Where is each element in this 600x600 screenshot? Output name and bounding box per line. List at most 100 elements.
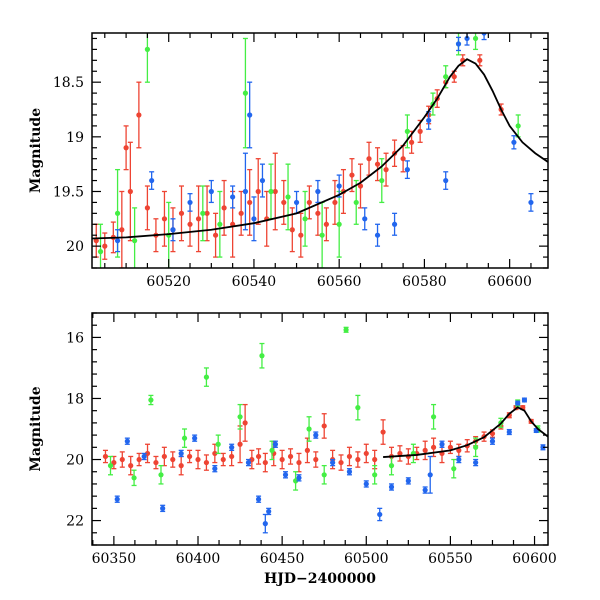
data-point bbox=[296, 475, 302, 481]
data-point bbox=[170, 227, 176, 233]
data-point bbox=[153, 459, 159, 466]
data-point bbox=[131, 475, 137, 481]
data-point bbox=[287, 453, 294, 460]
data-point bbox=[374, 161, 381, 167]
data-point bbox=[293, 199, 300, 206]
data-point bbox=[208, 188, 214, 195]
data-point bbox=[144, 205, 151, 211]
data-point bbox=[298, 232, 304, 238]
y-tick-label: 19 bbox=[66, 130, 84, 146]
data-point bbox=[107, 463, 114, 469]
data-point bbox=[473, 444, 479, 450]
data-point bbox=[302, 216, 308, 222]
data-point bbox=[255, 453, 262, 460]
data-point bbox=[161, 216, 168, 222]
data-point bbox=[404, 128, 410, 134]
data-point bbox=[102, 453, 109, 460]
data-point bbox=[245, 459, 252, 466]
data-point bbox=[170, 456, 176, 463]
data-point bbox=[355, 456, 361, 463]
data-point bbox=[363, 481, 369, 487]
data-point bbox=[405, 478, 411, 484]
data-point bbox=[136, 112, 142, 118]
data-point bbox=[161, 453, 167, 460]
data-point bbox=[330, 459, 336, 466]
data-point bbox=[372, 456, 378, 463]
y-axis-title: Magnitude bbox=[28, 108, 44, 193]
data-point bbox=[528, 199, 534, 206]
data-point bbox=[269, 447, 275, 453]
data-point bbox=[388, 463, 395, 469]
data-point bbox=[268, 188, 274, 195]
data-point bbox=[319, 232, 325, 238]
y-tick-label: 18 bbox=[66, 391, 84, 407]
data-point bbox=[336, 221, 342, 227]
data-point bbox=[204, 210, 210, 216]
plot-frame bbox=[91, 32, 549, 269]
data-point bbox=[456, 456, 462, 463]
series-0 bbox=[102, 403, 534, 476]
data-point bbox=[178, 210, 185, 216]
data-point bbox=[158, 472, 164, 478]
data-point bbox=[242, 420, 248, 426]
data-point bbox=[251, 216, 257, 222]
data-point bbox=[285, 194, 291, 200]
x-tick-label: 60560 bbox=[317, 274, 362, 290]
data-point bbox=[289, 227, 295, 233]
data-point bbox=[127, 188, 133, 195]
data-point bbox=[400, 156, 406, 162]
data-point bbox=[203, 459, 210, 466]
data-point bbox=[242, 188, 249, 195]
data-point bbox=[515, 123, 521, 129]
data-point bbox=[473, 459, 479, 466]
x-tick-label: 60350 bbox=[92, 551, 137, 567]
data-point bbox=[281, 199, 287, 206]
data-point bbox=[521, 397, 528, 403]
data-point bbox=[212, 450, 218, 457]
x-tick-label: 60600 bbox=[487, 274, 532, 290]
data-point bbox=[451, 466, 457, 472]
data-point bbox=[97, 249, 104, 255]
y-tick-label: 20 bbox=[66, 239, 84, 255]
data-point bbox=[315, 188, 321, 195]
data-point bbox=[511, 139, 517, 145]
series-2 bbox=[114, 397, 546, 534]
data-point bbox=[128, 463, 134, 469]
data-point bbox=[383, 167, 389, 173]
data-point bbox=[540, 444, 546, 450]
data-point bbox=[259, 177, 266, 184]
data-point bbox=[321, 423, 327, 429]
data-point bbox=[279, 456, 285, 463]
data-point bbox=[195, 216, 202, 222]
y-axis-title: Magnitude bbox=[28, 386, 44, 471]
data-point bbox=[443, 74, 449, 80]
model-curve bbox=[92, 58, 548, 240]
data-point bbox=[181, 435, 188, 441]
data-point bbox=[123, 145, 129, 151]
data-point bbox=[349, 172, 355, 178]
data-point bbox=[346, 469, 353, 475]
series-1 bbox=[97, 33, 521, 268]
data-point bbox=[247, 112, 253, 118]
x-tick-label: 60520 bbox=[146, 274, 191, 290]
data-point bbox=[247, 199, 253, 206]
data-point bbox=[306, 199, 312, 206]
data-point bbox=[114, 238, 121, 244]
data-point bbox=[187, 199, 193, 206]
data-point bbox=[379, 177, 385, 184]
data-point bbox=[293, 478, 299, 484]
data-point bbox=[332, 199, 338, 206]
data-point bbox=[220, 456, 226, 463]
data-point bbox=[237, 441, 243, 447]
data-point bbox=[217, 221, 223, 227]
data-point bbox=[404, 167, 410, 173]
x-tick-label: 60500 bbox=[344, 551, 389, 567]
data-point bbox=[114, 496, 120, 502]
data-point bbox=[262, 459, 268, 466]
series-2 bbox=[114, 33, 534, 253]
data-point bbox=[346, 453, 353, 460]
x-axis-title: HJD−2400000 bbox=[264, 571, 376, 587]
y-tick-label: 18.5 bbox=[53, 75, 84, 91]
data-point bbox=[255, 188, 261, 195]
data-point bbox=[119, 227, 125, 233]
